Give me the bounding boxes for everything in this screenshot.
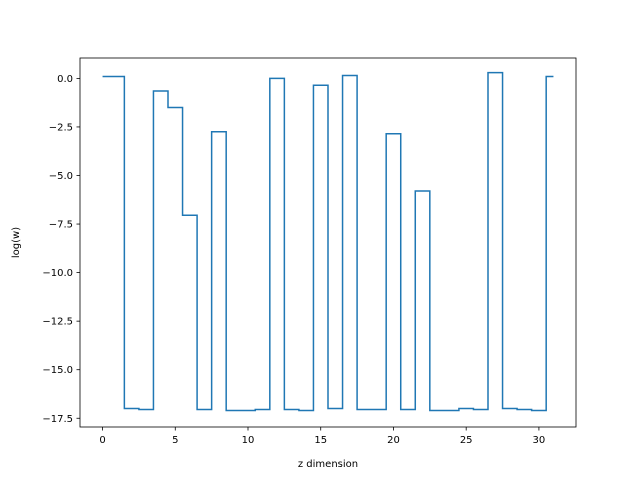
x-tick-label: 10 [242,435,255,446]
y-tick-label: −17.5 [42,414,73,425]
x-tick-label: 20 [387,435,400,446]
x-tick-label: 5 [172,435,178,446]
y-axis-ticks: 0.0 −2.5 −5.0 −7.5 −10.0 −12.5 −15.0 −17.5 [42,74,80,425]
series-step-line [102,71,554,412]
y-tick-label: −15.0 [42,365,73,376]
x-axis-label: z dimension [298,459,358,470]
y-axis-label: log(w) [11,227,22,258]
y-tick-label: −7.5 [49,220,73,231]
y-tick-label: −2.5 [49,122,73,133]
x-tick-label: 30 [533,435,546,446]
x-tick-label: 15 [314,435,327,446]
x-axis-ticks: 0 5 10 15 20 25 30 [99,427,545,446]
x-tick-label: 0 [99,435,105,446]
y-tick-label: 0.0 [57,74,73,85]
plot-frame [79,57,577,428]
x-tick-label: 25 [460,435,473,446]
y-tick-label: −5.0 [49,171,73,182]
y-tick-label: −12.5 [42,317,73,328]
y-tick-label: −10.0 [42,268,73,279]
